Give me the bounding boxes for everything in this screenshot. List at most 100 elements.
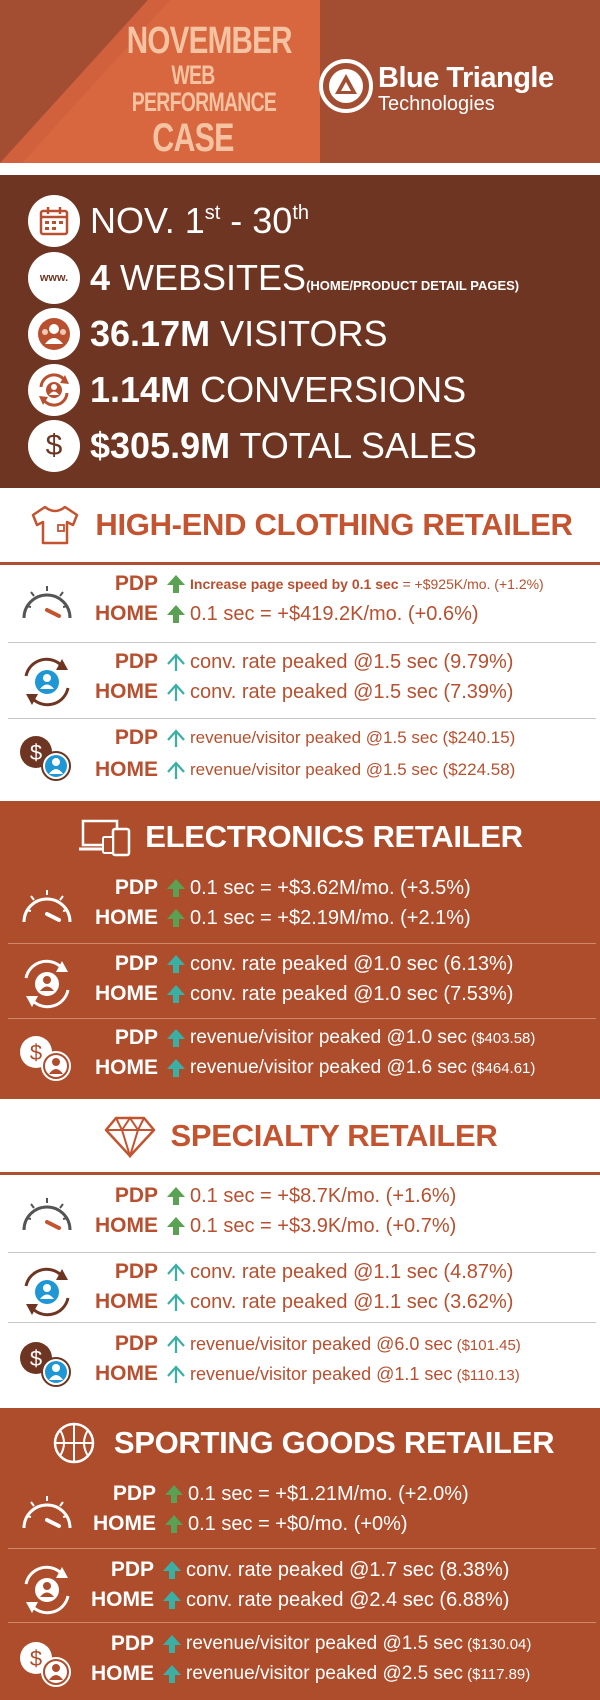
header: NOVEMBER WEB PERFORMANCE CASE STUDY Blue… bbox=[0, 0, 600, 163]
speed-home-value: 0.1 sec = +$3.9K/mo. (+0.7%) bbox=[190, 1214, 457, 1237]
home-label: HOME bbox=[95, 602, 158, 625]
speed-home-line: HOME 0.1 sec = +$419.2K/mo. (+0.6%) bbox=[86, 600, 479, 628]
conversion-row: PDP conv. rate peaked @1.0 sec (6.13%) H… bbox=[0, 948, 600, 1018]
revenue-row: $ PDP revenue/visitor peaked @1.5 sec ($… bbox=[0, 1628, 600, 1698]
conv-pdp-value: conv. rate peaked @1.1 sec (4.87%) bbox=[190, 1260, 514, 1283]
rev-home-value: revenue/visitor peaked @1.6 sec ($464.61… bbox=[190, 1057, 536, 1078]
devices-icon bbox=[79, 819, 131, 857]
revenue-visitor-icon: $ bbox=[20, 1036, 71, 1081]
conv-home-value: conv. rate peaked @1.5 sec (7.39%) bbox=[190, 680, 514, 703]
conv-home-line: HOME conv. rate peaked @1.1 sec (3.62%) bbox=[86, 1288, 513, 1316]
conv-pdp-value: conv. rate peaked @1.0 sec (6.13%) bbox=[190, 952, 514, 975]
speed-home-value: 0.1 sec = +$2.19M/mo. (+2.1%) bbox=[190, 906, 471, 929]
conv-pdp-value: conv. rate peaked @1.5 sec (9.79%) bbox=[190, 650, 514, 673]
home-label: HOME bbox=[95, 982, 158, 1005]
section-header-clothing: HIGH-END CLOTHING RETAILER bbox=[0, 488, 600, 562]
arrow-up-icon bbox=[163, 1635, 181, 1653]
rev-home-line: HOME revenue/visitor peaked @1.1 sec ($1… bbox=[86, 1360, 520, 1388]
arrow-up-icon bbox=[167, 909, 185, 927]
conversion-cycle-icon bbox=[24, 1267, 70, 1317]
conv-home-line: HOME conv. rate peaked @2.4 sec (6.88%) bbox=[84, 1586, 509, 1614]
pdp-label: PDP bbox=[114, 1184, 158, 1207]
arrow-outline-up-icon bbox=[167, 653, 185, 671]
brand-logo: Blue Triangle Technologies bbox=[318, 58, 558, 118]
arrow-up-icon bbox=[167, 1029, 185, 1047]
arrow-up-icon bbox=[163, 1561, 181, 1579]
stat-dates-text: NOV. 1st - 30th bbox=[90, 200, 310, 241]
title-line-3: CASE STUDY bbox=[143, 116, 243, 163]
pdp-label: PDP bbox=[114, 726, 158, 749]
basketball-icon bbox=[53, 1422, 95, 1464]
arrow-up-icon bbox=[167, 605, 185, 623]
pdp-label: PDP bbox=[112, 1482, 156, 1505]
arrow-up-icon bbox=[167, 575, 185, 593]
speed-home-line: HOME 0.1 sec = +$2.19M/mo. (+2.1%) bbox=[86, 904, 471, 932]
speed-row: PDP Increase page speed by 0.1 sec = +$9… bbox=[0, 568, 600, 638]
conv-home-value: conv. rate peaked @2.4 sec (6.88%) bbox=[186, 1588, 510, 1611]
diamond-icon bbox=[105, 1116, 156, 1158]
visitors-icon bbox=[28, 308, 80, 360]
section-sporting-metrics: PDP 0.1 sec = +$1.21M/mo. (+2.0%) HOME 0… bbox=[0, 1478, 600, 1700]
rev-home-line: HOME revenue/visitor peaked @2.5 sec ($1… bbox=[84, 1660, 530, 1688]
stat-websites-text: 4 WEBSITES(HOME/PRODUCT DETAIL PAGES) bbox=[90, 257, 520, 298]
rev-pdp-value: revenue/visitor peaked @6.0 sec ($101.45… bbox=[190, 1333, 521, 1354]
svg-text:$: $ bbox=[30, 1040, 42, 1065]
stat-sales: $ $305.9M TOTAL SALES bbox=[28, 420, 598, 472]
arrow-up-icon bbox=[163, 1591, 181, 1609]
rev-pdp-line: PDP revenue/visitor peaked @6.0 sec ($10… bbox=[86, 1330, 521, 1358]
conv-home-value: conv. rate peaked @1.0 sec (7.53%) bbox=[190, 982, 514, 1005]
speed-pdp-line: PDP Increase page speed by 0.1 sec = +$9… bbox=[86, 570, 544, 598]
home-label: HOME bbox=[95, 1056, 158, 1079]
section-title: HIGH-END CLOTHING RETAILER bbox=[95, 507, 573, 542]
rev-pdp-line: PDP revenue/visitor peaked @1.5 sec ($13… bbox=[84, 1630, 532, 1658]
tshirt-icon bbox=[32, 505, 79, 545]
arrow-outline-up-icon bbox=[167, 729, 185, 747]
section-clothing-metrics: PDP Increase page speed by 0.1 sec = +$9… bbox=[0, 562, 600, 801]
conv-home-line: HOME conv. rate peaked @1.5 sec (7.39%) bbox=[86, 678, 513, 706]
rev-pdp-value: revenue/visitor peaked @1.0 sec ($403.58… bbox=[190, 1027, 536, 1048]
arrow-outline-up-icon bbox=[167, 1335, 185, 1353]
header-triangle-graphic bbox=[0, 0, 320, 163]
arrow-up-icon bbox=[167, 985, 185, 1003]
speedometer-icon bbox=[22, 586, 72, 619]
conversion-cycle-icon bbox=[24, 1565, 70, 1615]
speed-home-line: HOME 0.1 sec = +$3.9K/mo. (+0.7%) bbox=[86, 1212, 456, 1240]
arrow-up-icon bbox=[167, 1217, 185, 1235]
rev-pdp-line: PDP revenue/visitor peaked @1.0 sec ($40… bbox=[86, 1024, 536, 1052]
rev-home-value: revenue/visitor peaked @1.5 sec ($224.58… bbox=[190, 760, 516, 779]
header-title: NOVEMBER WEB PERFORMANCE CASE STUDY bbox=[108, 22, 293, 163]
section-header-sporting: SPORTING GOODS RETAILER bbox=[0, 1408, 600, 1478]
title-line-2: WEB PERFORMANCE bbox=[131, 60, 277, 117]
brand-name: Blue Triangle bbox=[378, 62, 554, 94]
revenue-row: $ PDP revenue/visitor peaked @1.5 sec ($… bbox=[0, 722, 600, 792]
speed-home-line: HOME 0.1 sec = +$0/mo. (+0%) bbox=[86, 1510, 408, 1538]
speed-row: PDP 0.1 sec = +$8.7K/mo. (+1.6%) HOME 0.… bbox=[0, 1180, 600, 1250]
rev-pdp-value: revenue/visitor peaked @1.5 sec ($240.15… bbox=[190, 728, 516, 747]
conv-pdp-line: PDP conv. rate peaked @1.1 sec (4.87%) bbox=[86, 1258, 514, 1286]
section-title: SPORTING GOODS RETAILER bbox=[113, 1425, 555, 1460]
arrow-up-icon bbox=[163, 1665, 181, 1683]
revenue-row: $ PDP revenue/visitor peaked @6.0 sec ($… bbox=[0, 1328, 600, 1398]
section-title: SPECIALTY RETAILER bbox=[170, 1118, 498, 1153]
revenue-row: $ PDP revenue/visitor peaked @1.0 sec ($… bbox=[0, 1022, 600, 1092]
speed-pdp-value: 0.1 sec = +$8.7K/mo. (+1.6%) bbox=[190, 1184, 457, 1207]
home-label: HOME bbox=[91, 1588, 154, 1611]
pdp-label: PDP bbox=[114, 1026, 158, 1049]
rev-pdp-line: PDP revenue/visitor peaked @1.5 sec ($24… bbox=[86, 724, 516, 752]
rev-home-value: revenue/visitor peaked @1.1 sec ($110.13… bbox=[190, 1363, 520, 1384]
speed-pdp-line: PDP 0.1 sec = +$8.7K/mo. (+1.6%) bbox=[86, 1182, 456, 1210]
speed-row: PDP 0.1 sec = +$1.21M/mo. (+2.0%) HOME 0… bbox=[0, 1478, 600, 1548]
conversion-row: PDP conv. rate peaked @1.7 sec (8.38%) H… bbox=[0, 1554, 600, 1624]
rev-home-line: HOME revenue/visitor peaked @1.6 sec ($4… bbox=[86, 1054, 535, 1082]
arrow-outline-up-icon bbox=[167, 761, 185, 779]
speed-home-value: 0.1 sec = +$419.2K/mo. (+0.6%) bbox=[190, 602, 479, 625]
home-label: HOME bbox=[95, 1214, 158, 1237]
revenue-visitor-icon: $ bbox=[20, 1642, 71, 1687]
dollar-icon: $ bbox=[28, 420, 80, 472]
svg-text:$: $ bbox=[30, 740, 42, 765]
speed-pdp-value: 0.1 sec = +$3.62M/mo. (+3.5%) bbox=[190, 876, 471, 899]
home-label: HOME bbox=[95, 680, 158, 703]
stat-dates: NOV. 1st - 30th bbox=[28, 195, 598, 247]
arrow-up-icon bbox=[165, 1515, 183, 1533]
arrow-up-icon bbox=[165, 1485, 183, 1503]
